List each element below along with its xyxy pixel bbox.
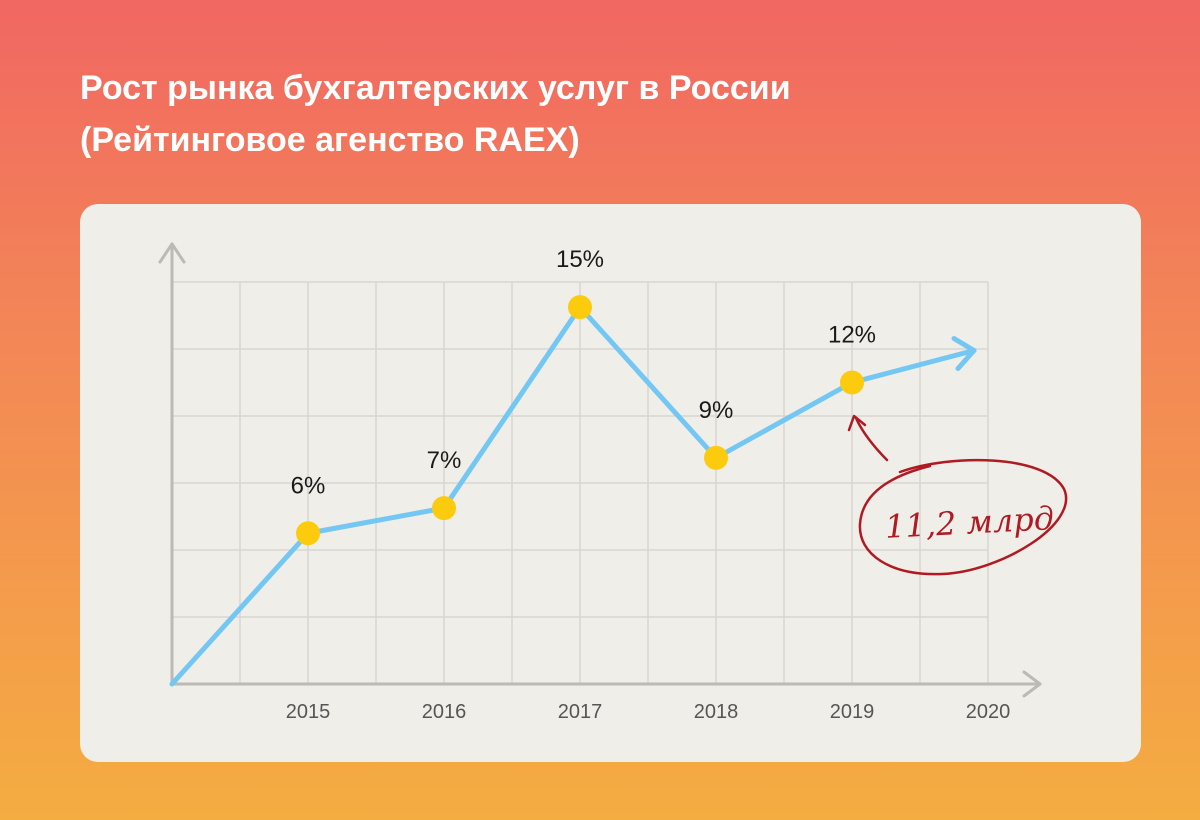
data-points — [296, 295, 864, 546]
data-point — [840, 370, 864, 395]
annotation-arrow-head — [847, 414, 867, 432]
chart-title-line-2: (Рейтинговое агенство RAEX) — [80, 121, 580, 159]
annotation-text: 11,2 млрд — [884, 499, 1055, 546]
data-point — [296, 521, 320, 546]
line-chart: 2015 2016 2017 2018 2019 2020 6% 7% 15% 9% 12% 11… — [158, 242, 1068, 723]
data-labels: 6% 7% 15% 9% 12% — [291, 246, 876, 499]
data-label: 9% — [699, 397, 734, 424]
grid — [171, 281, 989, 684]
x-tick-label: 2018 — [694, 701, 739, 723]
annotation: 11,2 млрд — [847, 414, 1068, 576]
data-label: 6% — [291, 472, 326, 499]
x-axis-arrow — [1022, 670, 1042, 698]
trend-arrow-head — [951, 336, 977, 371]
chart-title-line-1: Рост рынка бухгалтерских услуг в России — [80, 69, 791, 107]
data-label: 12% — [828, 322, 876, 349]
annotation-circle — [858, 458, 1068, 576]
y-axis-arrow — [158, 242, 186, 264]
x-tick-labels: 2015 2016 2017 2018 2019 2020 — [286, 701, 1011, 723]
x-tick-label: 2019 — [830, 701, 875, 723]
x-tick-label: 2016 — [422, 701, 467, 723]
data-point — [704, 445, 728, 470]
data-point — [432, 496, 456, 521]
x-tick-label: 2020 — [966, 701, 1011, 723]
data-label: 7% — [427, 447, 462, 474]
data-point — [568, 295, 592, 320]
data-label: 15% — [556, 246, 604, 273]
x-tick-label: 2015 — [286, 701, 331, 723]
chart-title: Рост рынка бухгалтерских услуг в России … — [80, 62, 791, 166]
chart-card: 2015 2016 2017 2018 2019 2020 6% 7% 15% 9% 12% 11… — [80, 204, 1141, 762]
x-tick-label: 2017 — [558, 701, 603, 723]
axes — [158, 242, 1042, 698]
annotation-arrow — [854, 416, 889, 462]
